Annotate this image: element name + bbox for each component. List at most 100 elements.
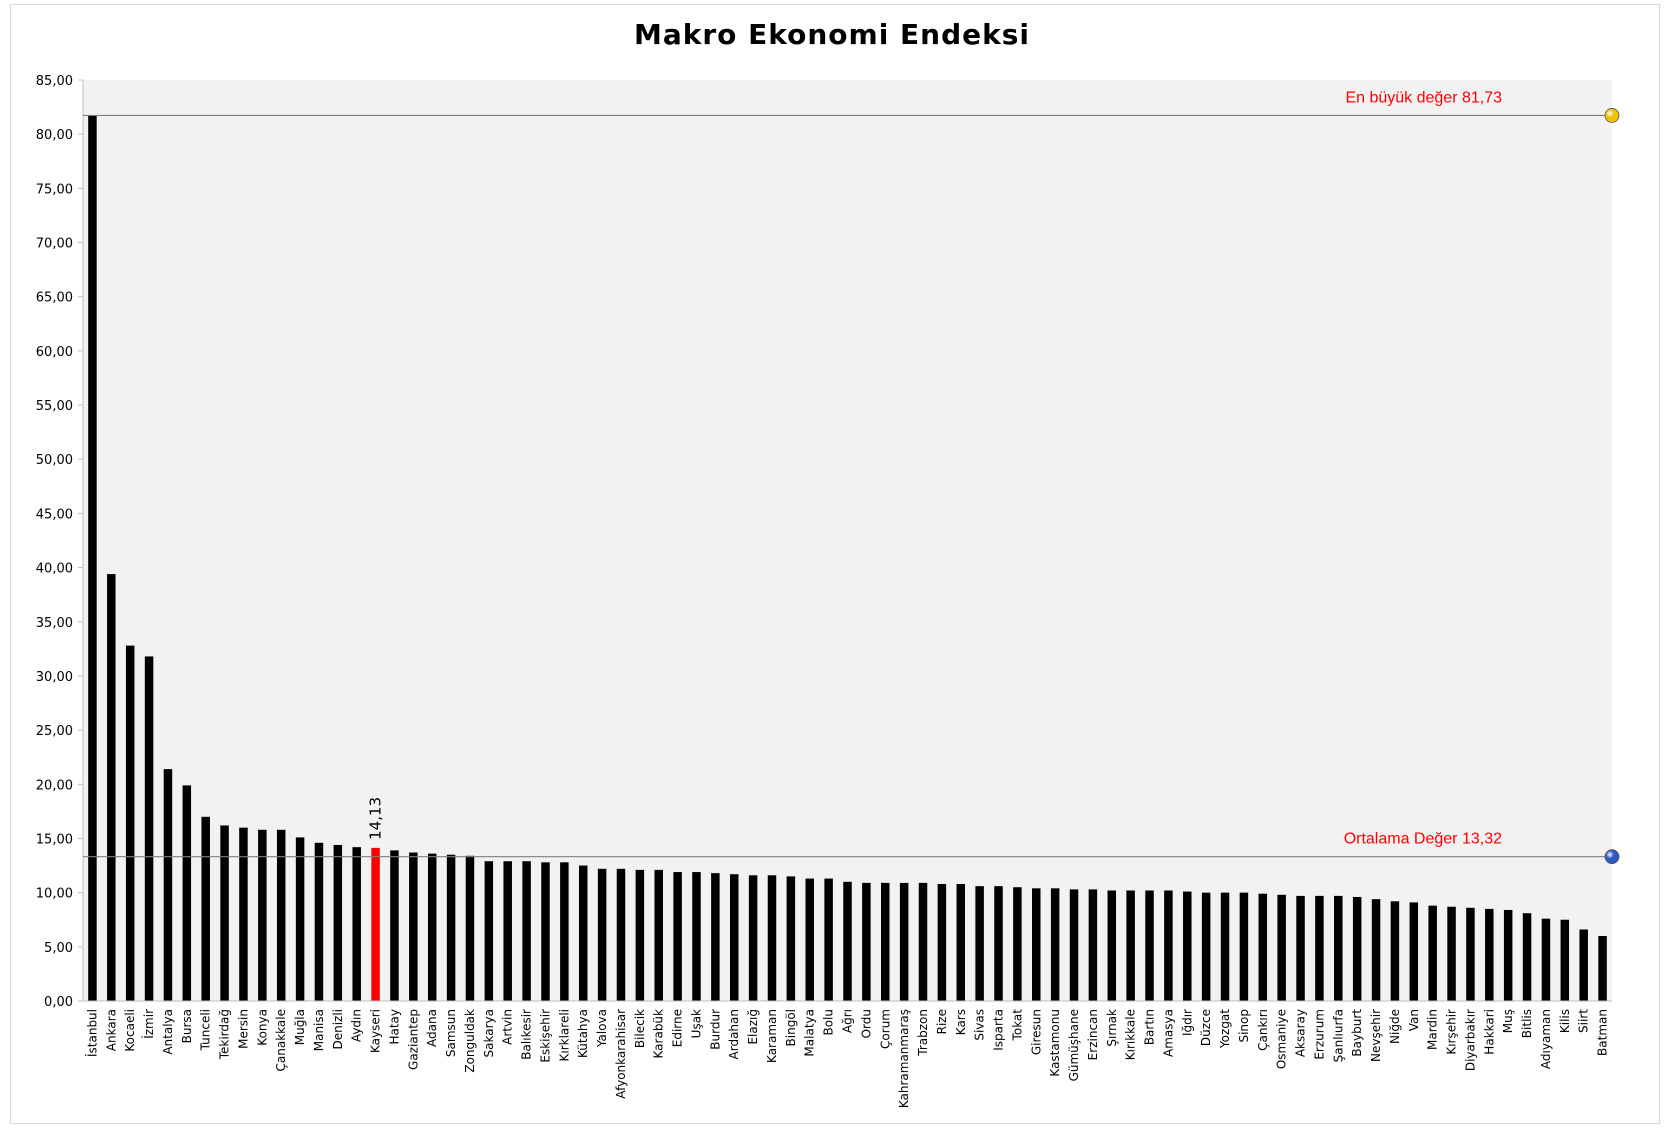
bar [729, 874, 739, 1001]
bar [446, 854, 456, 1001]
x-tick-label: Elazığ [746, 1009, 760, 1045]
bar [673, 872, 682, 1001]
bar [465, 855, 475, 1001]
bar [1183, 891, 1192, 1001]
bar [1145, 890, 1154, 1001]
bar [352, 847, 361, 1001]
x-tick-label: Bingöl [784, 1009, 798, 1046]
x-tick-label: Van [1407, 1009, 1421, 1031]
y-tick-label: 65,00 [36, 291, 73, 306]
bar [1258, 893, 1268, 1001]
x-tick-label: Gümüşhane [1067, 1009, 1081, 1081]
x-tick-label: Yozgat [1218, 1009, 1232, 1049]
x-tick-label: Kırşehir [1445, 1009, 1459, 1055]
x-tick-label: Erzurum [1312, 1009, 1326, 1060]
x-tick-label: Karabük [652, 1009, 666, 1059]
x-tick-label: Osmaniye [1275, 1009, 1289, 1069]
x-tick-label: Nevşehir [1369, 1009, 1383, 1062]
x-tick-label: Balıkesir [520, 1009, 534, 1060]
x-tick-label: Mersin [236, 1009, 250, 1049]
x-tick-label: Malatya [803, 1009, 817, 1057]
bar [522, 861, 531, 1001]
bar [975, 886, 984, 1001]
reference-marker [1604, 108, 1620, 123]
bar [1428, 905, 1437, 1001]
bar [1390, 901, 1400, 1001]
x-tick-label: Bartın [1143, 1009, 1157, 1045]
y-tick-label: 80,00 [36, 128, 73, 143]
bar [427, 853, 437, 1001]
x-tick-label: Çorum [878, 1009, 892, 1049]
y-tick-label: 40,00 [36, 562, 73, 577]
bar [1503, 909, 1513, 1001]
x-tick-label: Batman [1596, 1009, 1610, 1056]
bar [956, 883, 966, 1001]
bar-series: 14,13 [88, 115, 1607, 1002]
bar [239, 827, 248, 1001]
bar [1239, 892, 1249, 1001]
x-tick-label: Afyonkarahisar [614, 1009, 628, 1099]
x-tick-label: Giresun [1029, 1009, 1043, 1055]
bar [125, 645, 135, 1001]
x-tick-label: Karaman [765, 1009, 779, 1063]
bar [1032, 888, 1041, 1001]
x-tick-label: Sivas [973, 1009, 987, 1041]
x-tick-label: Kahramanmaraş [897, 1009, 911, 1108]
x-tick-label: Muğla [293, 1009, 307, 1045]
x-tick-label: Erzincan [1086, 1009, 1100, 1060]
y-tick-label: 50,00 [36, 453, 73, 468]
bar [786, 876, 796, 1001]
x-tick-label: Rize [935, 1009, 949, 1034]
bar [314, 842, 324, 1001]
x-tick-label: Hatay [387, 1009, 401, 1045]
x-axis: İstanbul Ankara Kocaeli İzmir Antalya Bursa Tu… [83, 1000, 1612, 1108]
x-tick-label: Şanlıurfa [1331, 1009, 1345, 1062]
bar [258, 829, 267, 1001]
x-tick-label: Amasya [1161, 1009, 1175, 1057]
y-tick-label: 0,00 [44, 995, 73, 1010]
x-tick-label: Kilis [1558, 1009, 1572, 1033]
bar [711, 873, 720, 1001]
bar [937, 883, 947, 1001]
x-tick-label: Artvin [501, 1009, 515, 1045]
x-tick-label: Kütahya [576, 1009, 590, 1058]
bar [1447, 906, 1456, 1001]
bar [371, 847, 380, 1001]
y-tick-label: 10,00 [36, 887, 73, 902]
bar [541, 862, 550, 1001]
bar [1220, 892, 1230, 1001]
reference-label: Ortalama Değer 13,32 [1344, 831, 1502, 848]
bar [390, 850, 399, 1001]
bar [560, 862, 569, 1001]
bar [1277, 894, 1286, 1001]
bar [144, 656, 154, 1001]
bar [1315, 895, 1324, 1001]
reference-lines: En büyük değer 81,73 Ortalama Değer 13,32 [83, 89, 1620, 865]
x-tick-label: Konya [255, 1009, 269, 1046]
x-tick-label: Tokat [1010, 1009, 1024, 1042]
x-tick-label: Iğdır [1180, 1009, 1194, 1036]
bar [1069, 889, 1079, 1001]
x-tick-label: Siirt [1577, 1009, 1591, 1033]
bar [1485, 908, 1494, 1001]
x-tick-label: Yalova [595, 1009, 609, 1048]
bar [578, 865, 588, 1001]
x-tick-label: Manisa [312, 1009, 326, 1051]
x-tick-label: Hakkari [1482, 1009, 1496, 1055]
bar [1409, 902, 1419, 1001]
bar [1107, 890, 1117, 1001]
y-tick-label: 20,00 [36, 778, 73, 793]
x-tick-label: Adana [425, 1009, 439, 1047]
bar [1541, 918, 1551, 1001]
x-tick-label: Tekirdağ [218, 1009, 232, 1060]
bar [1598, 935, 1607, 1001]
chart-title: Makro Ekonomi Endeksi [633, 18, 1031, 51]
y-tick-label: 45,00 [36, 507, 73, 522]
x-tick-label: Mardin [1426, 1009, 1440, 1050]
bar [1579, 929, 1588, 1001]
bar [107, 574, 116, 1001]
x-tick-label: Tunceli [199, 1009, 213, 1051]
x-tick-label: Ordu [859, 1009, 873, 1038]
x-tick-label: Gaziantep [406, 1009, 420, 1070]
